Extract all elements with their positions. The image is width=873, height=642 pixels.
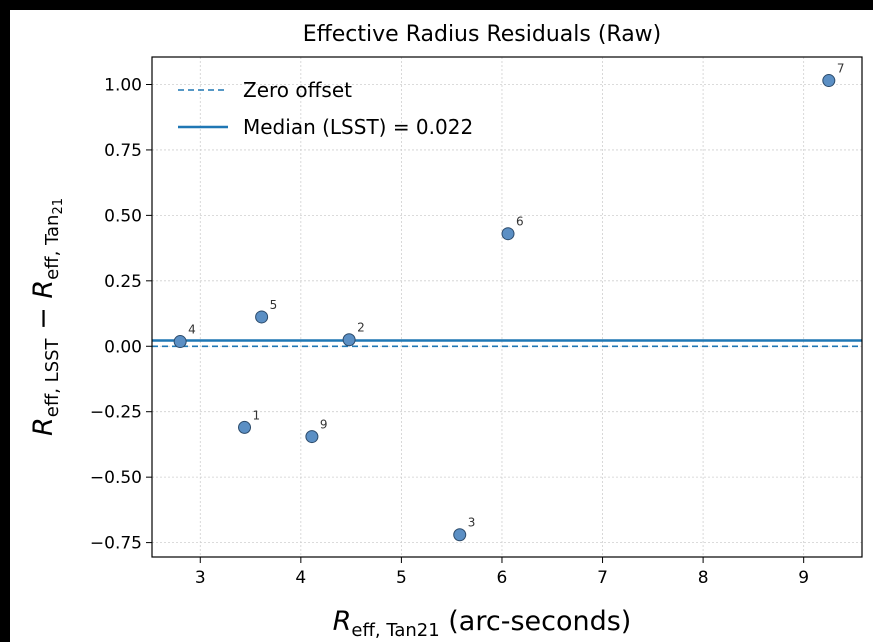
y-tick-label: 0.00 [104,337,142,357]
data-point-5 [255,310,269,324]
y-tick-label: −0.75 [90,534,142,554]
x-tick-label: 4 [295,568,306,588]
point-label-6: 6 [516,215,524,229]
y-tick-label: 0.75 [104,141,142,161]
y-axis-ticks: 1.00 0.75 0.50 0.25 0.00 −0.25 −0.50 −0.75 [90,75,152,554]
x-tick-label: 9 [798,568,809,588]
point-label-1: 1 [253,408,261,422]
x-tick-label: 8 [698,568,709,588]
data-point-7 [822,74,836,88]
y-tick-label: 0.50 [104,206,142,226]
reference-lines [152,339,862,348]
x-tick-label: 7 [597,568,608,588]
point-label-7: 7 [837,62,845,76]
x-tick-label: 5 [396,568,407,588]
point-label-3: 3 [468,516,476,530]
plot-frame [151,56,863,558]
data-point-9 [305,430,319,444]
y-tick-label: −0.50 [90,468,142,488]
figure: 1 2 3 4 5 6 7 9 3 4 5 6 7 8 9 1.00 0.75 0.50 0.25 0.00 −0.… [10,10,873,642]
x-axis-label: Reff, Tan21 (arc-seconds) [333,606,632,641]
grid [152,57,862,557]
data-point-6 [501,227,515,241]
point-label-9: 9 [320,418,328,432]
point-labels: 1 2 3 4 5 6 7 9 [188,62,844,530]
y-axis-label: Reff, LSST − Reff, Tan21 [28,198,66,436]
data-point-4 [173,335,187,349]
legend: Zero offset Median (LSST) = 0.022 [178,78,473,139]
point-label-5: 5 [270,298,278,312]
chart-title: Effective Radius Residuals (Raw) [303,22,662,47]
y-tick-label: 1.00 [104,75,142,95]
legend-median-label: Median (LSST) = 0.022 [243,115,473,139]
legend-zero-offset-label: Zero offset [243,78,352,102]
point-label-2: 2 [357,321,365,335]
data-point-3 [453,528,467,542]
y-tick-label: 0.25 [104,272,142,292]
scatter-chart: 1 2 3 4 5 6 7 9 3 4 5 6 7 8 9 1.00 0.75 0.50 0.25 0.00 −0.… [28,22,863,641]
x-tick-label: 6 [497,568,508,588]
x-tick-label: 3 [195,568,206,588]
point-label-4: 4 [188,323,196,337]
data-point-1 [238,420,252,434]
x-axis-ticks: 3 4 5 6 7 8 9 [195,557,809,588]
y-tick-label: −0.25 [90,403,142,423]
data-point-2 [342,333,356,347]
data-points [173,74,836,542]
